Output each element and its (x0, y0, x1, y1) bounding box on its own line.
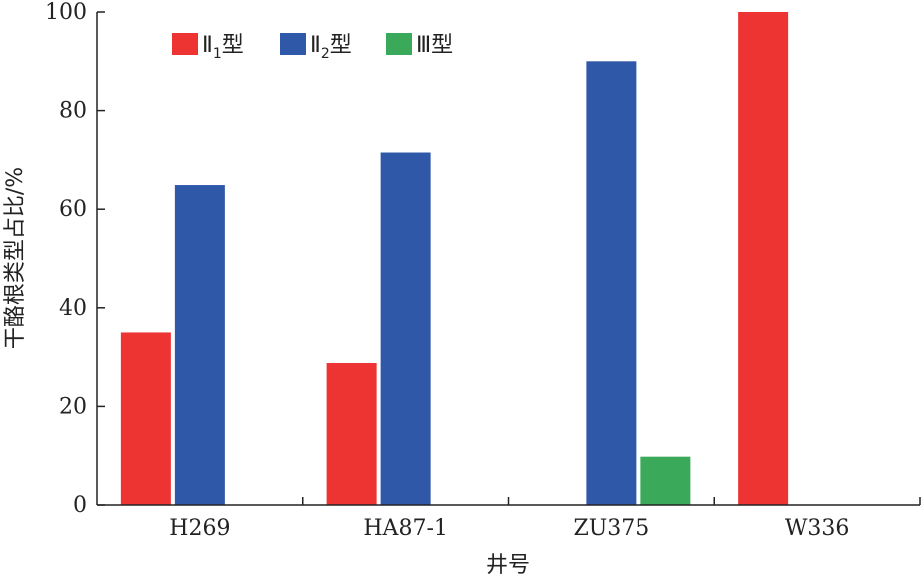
bar-w336-series-1 (738, 12, 789, 505)
bar-ha87-1-series-2 (380, 152, 431, 505)
x-tick-label: HA87-1 (363, 516, 448, 541)
legend-swatch-2 (280, 33, 306, 55)
y-tick-label: 100 (45, 0, 87, 25)
legend-swatch-1 (172, 33, 198, 55)
legend-swatch-3 (386, 33, 412, 55)
x-axis-title: 井号 (486, 553, 530, 578)
legend-label-2: Ⅱ2型 (310, 33, 352, 62)
x-tick-label: W336 (785, 516, 850, 541)
bars-group (120, 12, 789, 506)
y-tick-label: 60 (59, 197, 87, 222)
bar-zu375-series-3 (640, 456, 691, 505)
bar-h269-series-2 (174, 185, 225, 505)
y-axis-title: 干酪根类型占比/% (3, 167, 28, 349)
bar-h269-series-1 (120, 332, 171, 505)
legend: Ⅱ1型 Ⅱ2型 Ⅲ型 (172, 33, 453, 62)
y-tick-label: 0 (73, 493, 87, 518)
y-tick-label: 40 (59, 296, 87, 321)
x-ticks-group: H269 HA87-1 ZU375 W336 (169, 497, 921, 541)
y-ticks-group: 0 20 40 60 80 100 (45, 0, 105, 518)
y-tick-label: 20 (59, 394, 87, 419)
bar-zu375-series-2 (586, 61, 637, 506)
y-tick-label: 80 (59, 99, 87, 124)
x-tick-label: ZU375 (573, 516, 649, 541)
bar-ha87-1-series-1 (326, 363, 377, 505)
legend-label-3: Ⅲ型 (416, 33, 453, 58)
x-tick-label: H269 (169, 516, 230, 541)
legend-label-1: Ⅱ1型 (202, 33, 244, 62)
